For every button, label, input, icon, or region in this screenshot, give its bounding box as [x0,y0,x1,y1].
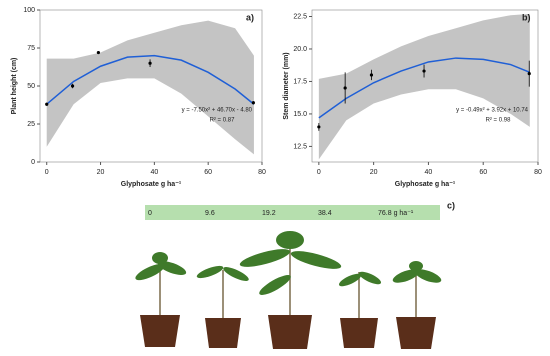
x-tick-label: 40 [425,169,433,176]
y-tick-label: 17.5 [293,78,307,85]
data-point [45,102,49,106]
y-tick-label: 75 [27,45,35,52]
x-tick-label: 0 [45,169,49,176]
fit-line [318,57,531,119]
data-point [251,101,255,105]
dose-label: 0 [148,210,152,217]
dose-label: 38.4 [318,210,332,217]
data-point [527,72,531,76]
dose-label: 19.2 [262,210,276,217]
y-tick-label: 50 [27,83,35,90]
r-squared: R² = 0.98 [486,118,512,124]
plot-frame [311,9,539,163]
r-squared: R² = 0.87 [210,118,236,124]
x-tick-label: 80 [258,169,266,176]
data-point [422,69,426,73]
y-tick-label: 25 [27,121,35,128]
y-tick-label: 12.5 [293,143,307,150]
panel-label: c) [447,200,455,210]
x-tick-label: 60 [479,169,487,176]
x-tick-label: 40 [150,169,158,176]
data-point [369,73,374,77]
x-tick-label: 80 [534,169,542,176]
x-axis-label: Glyphosate g ha⁻¹ [395,181,456,188]
plant-photo [135,231,442,349]
x-tick-label: 60 [204,169,212,176]
y-axis-label: Stem diameter (mm) [283,52,290,119]
x-tick-label: 0 [317,169,321,176]
equation: y = -0.49x² + 3.92x + 10.74 [456,108,529,114]
confidence-band [318,13,530,160]
y-tick-label: 22.5 [293,13,307,20]
data-point [70,84,75,88]
fit-line [46,54,255,105]
data-point [317,125,321,129]
data-point [343,86,347,90]
dose-bar [145,205,440,220]
data-point [148,61,152,65]
y-tick-label: 0 [31,159,35,166]
confidence-band [46,20,254,155]
dose-label: 9.6 [205,210,215,217]
x-tick-label: 20 [97,169,105,176]
y-tick-label: 100 [23,7,35,14]
x-tick-label: 20 [370,169,378,176]
dose-label: 76.8 g ha⁻¹ [378,210,414,217]
panel-label: a) [246,12,254,22]
panel-label: b) [522,12,531,22]
x-axis-label: Glyphosate g ha⁻¹ [121,181,182,188]
y-tick-label: 15.0 [293,111,307,118]
data-point [96,50,100,55]
equation: y = -7.50x² + 46.70x - 4.80 [182,108,253,114]
y-tick-label: 20.0 [293,46,307,53]
y-axis-label: Plant height (cm) [11,58,18,115]
